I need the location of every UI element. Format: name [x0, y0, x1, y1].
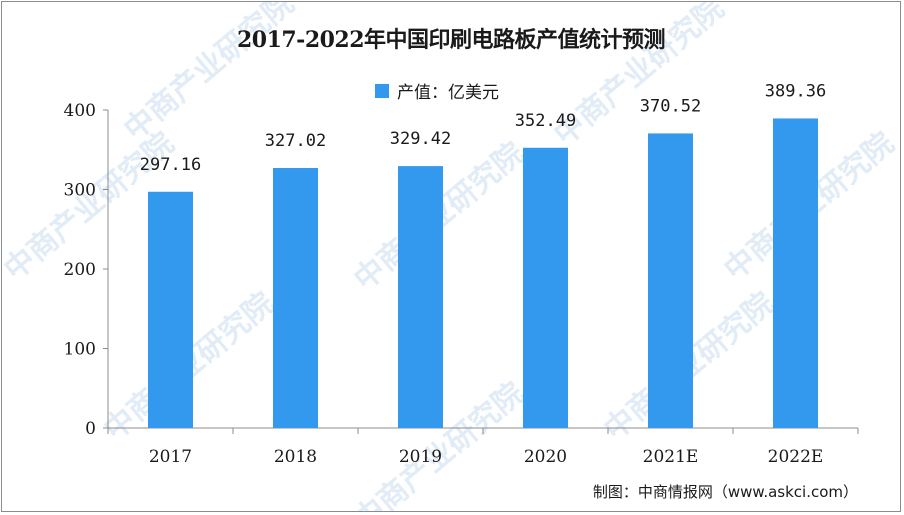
- x-tick-label: 2022E: [768, 447, 824, 467]
- data-label: 352.49: [515, 111, 576, 131]
- bar: [773, 118, 818, 428]
- legend: 产值：亿美元: [375, 78, 499, 103]
- source-note: 制图：中商情报网（www.askci.com）: [592, 483, 858, 501]
- y-tick-label: 100: [64, 340, 96, 360]
- data-label: 327.02: [265, 131, 326, 151]
- data-label: 329.42: [390, 129, 451, 149]
- chart-title: 2017-2022年中国印刷电路板产值统计预测: [236, 27, 666, 53]
- data-label: 370.52: [640, 96, 701, 116]
- data-label: 297.16: [140, 155, 201, 175]
- data-label: 389.36: [765, 81, 826, 101]
- y-tick-label: 200: [64, 260, 96, 280]
- legend-swatch: [375, 83, 389, 98]
- bar: [523, 147, 568, 428]
- x-tick-label: 2018: [274, 447, 317, 467]
- x-tick-label: 2020: [524, 447, 567, 467]
- y-tick-label: 300: [64, 181, 96, 201]
- bar: [148, 191, 193, 428]
- bar: [398, 166, 443, 429]
- y-tick-label: 400: [64, 101, 96, 121]
- legend-label: 产值：亿美元: [397, 83, 499, 103]
- x-tick-label: 2017: [149, 447, 192, 467]
- bar: [648, 133, 693, 429]
- bar: [273, 168, 318, 428]
- x-tick-label: 2021E: [643, 447, 699, 467]
- x-tick-label: 2019: [399, 447, 442, 467]
- y-tick-label: 0: [85, 419, 96, 439]
